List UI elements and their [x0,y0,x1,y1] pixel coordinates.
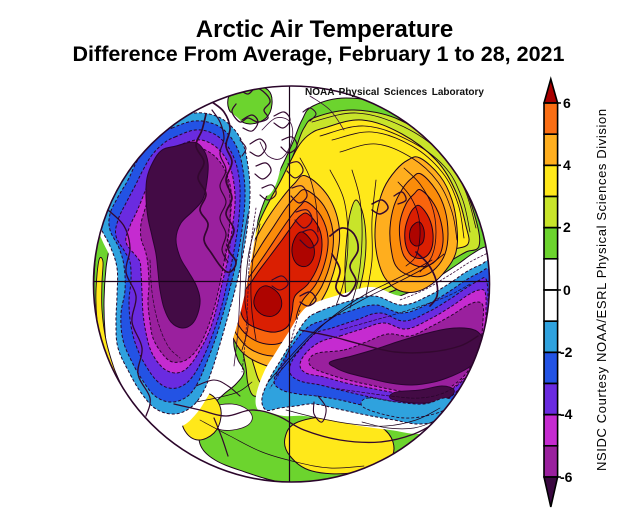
svg-text:-4: -4 [560,406,573,422]
svg-text:2: 2 [563,219,571,235]
svg-text:-6: -6 [560,469,573,485]
svg-text:0: 0 [563,282,571,298]
svg-text:4: 4 [563,157,571,173]
svg-text:6: 6 [563,95,571,111]
svg-text:-2: -2 [560,344,573,360]
